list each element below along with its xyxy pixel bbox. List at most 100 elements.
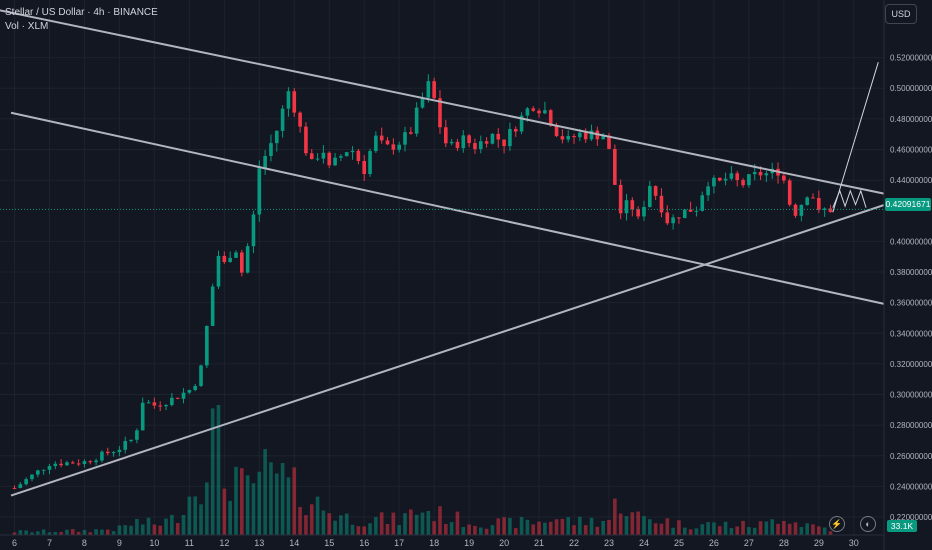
candle-body [747,174,751,186]
volume-bar [782,520,786,535]
candle-body [583,132,588,140]
volume-bar [502,517,506,535]
date-tick-label: 16 [359,538,369,548]
volume-bar [409,509,413,535]
price-tick-label: 0.50000000 [890,84,932,93]
projection-line[interactable] [832,62,879,213]
date-tick-label: 18 [429,538,439,548]
candle-body [420,97,425,108]
volume-bar [298,507,302,535]
volume-bar [274,473,279,535]
volume-bar [70,529,75,535]
candle-body [234,252,238,258]
candle-body [403,132,407,145]
volume-bar [444,524,448,535]
time-axis[interactable]: 6 7 8 9 10 11 12 13 14 15 16 17 18 19 20 21 22 23 24 25 26 27… [0,534,884,548]
date-tick-label: 26 [709,538,719,548]
volume-bar [12,532,17,535]
candle-body [76,463,81,465]
volume-bar [257,471,262,535]
volume-bar [53,531,58,535]
trendline-ascending-support[interactable] [10,203,886,497]
volume-bar [105,529,110,535]
volume-bar [129,525,133,535]
volume-bar [414,514,419,535]
candle-body [257,168,262,215]
candle-body [175,397,180,399]
volume-bar [630,512,635,535]
volume-bar [59,532,63,535]
current-price-tag: 0.42091671 [885,198,931,211]
candle-body [327,152,332,166]
volume-bar [30,532,34,535]
volume-bar [24,530,28,535]
date-tick-label: 24 [639,538,649,548]
candle-body [741,180,745,186]
volume-bar [245,475,250,535]
volume-bar [368,523,372,535]
settings-toggle-icon[interactable]: ◐ [860,516,876,532]
candle-body [210,286,215,326]
volume-bar [251,483,256,535]
lightning-icon[interactable]: ⚡ [829,516,845,532]
volume-bar [47,532,52,535]
candle-body [513,129,518,132]
candle-body [706,186,710,196]
candle-body [432,81,436,99]
candle-body [618,184,623,214]
trendline-long-descending[interactable] [10,111,886,306]
candle-body [444,127,448,144]
candle-body [414,107,419,134]
symbol-title[interactable]: Stellar / US Dollar · 4h · BINANCE [5,7,158,18]
volume-bar [403,513,407,535]
volume-bar [135,518,139,535]
price-tick-label: 0.32000000 [890,360,932,369]
candle-body [356,150,361,162]
volume-bar [315,496,320,535]
candle-body [140,402,145,431]
candle-body [531,108,536,111]
candle-body [123,440,128,450]
volume-bar [706,522,710,535]
candle-body [712,177,716,187]
currency-button[interactable]: USD [885,4,917,24]
volume-bar [764,521,769,535]
volume-bar [578,516,582,535]
candlesticks [12,74,833,489]
candle-body [222,255,227,263]
volume-bar [222,488,227,535]
volume-bar [187,496,192,535]
candle-body [502,139,506,147]
trendlines[interactable] [0,2,886,497]
candle-body [280,108,285,131]
volume-bar [391,512,396,535]
volume-bar [327,513,332,535]
zigzag-projection[interactable] [832,189,867,208]
price-tick-label: 0.36000000 [890,299,932,308]
volume-bar [531,524,536,535]
price-axis[interactable]: 0.52000000 0.50000000 0.48000000 0.46000000… [883,0,932,550]
trendline-upper-resistance[interactable] [0,2,886,195]
candle-body [677,217,681,219]
date-tick-label: 25 [674,538,684,548]
candle-body [12,487,17,489]
volume-bar [543,522,547,535]
volume-bar [659,523,664,535]
volume-indicator-label[interactable]: Vol · XLM [5,21,49,32]
volume-bar [601,520,605,535]
candle-body [344,152,349,157]
volume-bar [140,524,145,535]
date-tick-label: 15 [324,538,334,548]
candle-body [438,98,442,128]
volume-bar [240,468,244,535]
volume-bar [828,531,833,535]
volume-bar [712,522,716,535]
volume-bar [292,467,297,535]
candle-body [478,141,483,150]
candle-body [642,206,646,217]
candle-body [566,135,571,140]
candle-body [135,430,139,440]
volume-bar [478,527,483,535]
volume-bar [362,526,367,535]
